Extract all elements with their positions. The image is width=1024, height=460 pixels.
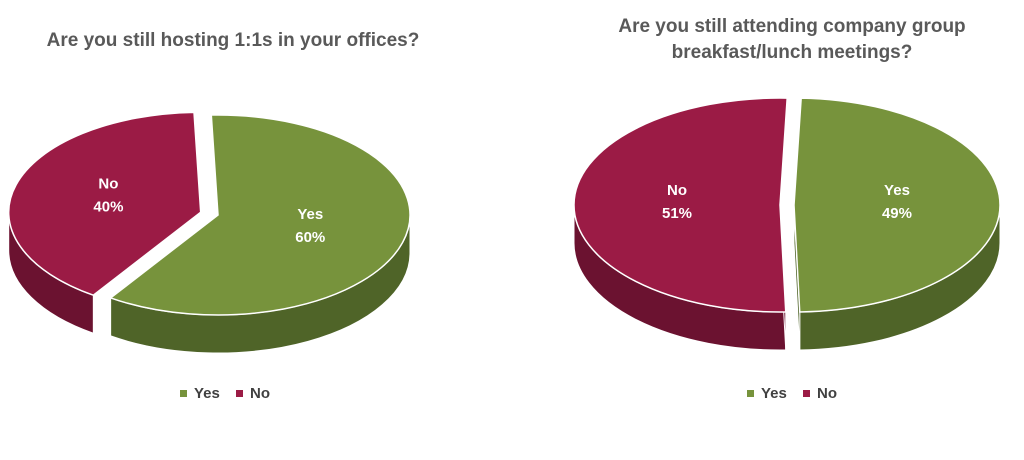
slice-percent-no: 51% xyxy=(662,205,692,222)
slice-percent-yes: 60% xyxy=(295,229,325,246)
chart-title: Are you still hosting 1:1s in your offic… xyxy=(0,28,450,54)
pie-slice-no xyxy=(573,97,788,313)
legend-label-yes: Yes xyxy=(193,385,220,402)
pie-chart: Yes 49% No 51% xyxy=(573,97,1001,351)
pie-slice-no xyxy=(7,111,202,297)
slice-label-yes: Yes xyxy=(884,182,910,199)
legend-item-yes: Yes xyxy=(179,385,220,402)
slice-percent-no: 40% xyxy=(93,198,123,215)
slice-percent-yes: 49% xyxy=(882,205,912,222)
legend-swatch-no xyxy=(236,390,244,397)
legend-label-yes: Yes xyxy=(760,385,787,402)
pie-slice-yes xyxy=(793,97,1001,313)
legend-item-no: No xyxy=(236,385,270,402)
legend-swatch-no xyxy=(803,390,811,397)
legend-swatch-yes xyxy=(179,390,187,397)
slice-label-no: No xyxy=(98,175,118,192)
chart-title-line: Are you still hosting 1:1s in your offic… xyxy=(46,30,420,51)
pie-slice-yes xyxy=(109,114,411,316)
slice-label-no: No xyxy=(667,182,687,199)
legend-label-no: No xyxy=(817,385,838,402)
chart-hosting-1-1s: Are you still hosting 1:1s in your offic… xyxy=(0,0,450,460)
pie-chart: Yes 60% No 40% xyxy=(7,111,411,354)
legend-swatch-yes xyxy=(746,390,754,397)
chart-title: Are you still attending company group br… xyxy=(560,14,1024,66)
slice-label-yes: Yes xyxy=(297,206,323,223)
legend-label-no: No xyxy=(250,385,271,402)
legend: Yes No xyxy=(0,384,450,402)
chart-group-meetings: Are you still attending company group br… xyxy=(560,0,1024,460)
legend: Yes No xyxy=(560,384,1024,402)
chart-title-line: Are you still attending company group xyxy=(618,16,966,37)
legend-item-no: No xyxy=(803,385,837,402)
legend-item-yes: Yes xyxy=(746,385,787,402)
chart-title-line: breakfast/lunch meetings? xyxy=(671,42,913,63)
